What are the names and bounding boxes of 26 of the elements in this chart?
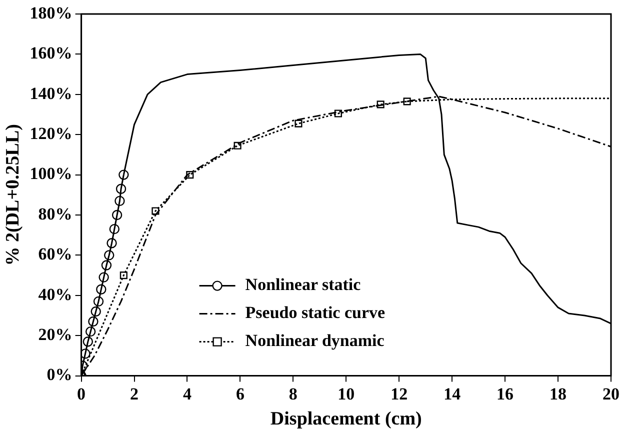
y-tick-label: 80% bbox=[38, 204, 72, 224]
x-tick-label: 18 bbox=[550, 384, 567, 404]
y-axis-title: % 2(DL+0.25LL) bbox=[2, 124, 24, 266]
y-tick-label: 140% bbox=[30, 84, 72, 103]
y-tick-label: 160% bbox=[30, 44, 72, 63]
y-tick-label: 0% bbox=[46, 365, 72, 384]
x-tick-label: 0 bbox=[77, 384, 86, 404]
legend-label: Nonlinear static bbox=[245, 275, 362, 294]
x-tick-label: 2 bbox=[130, 384, 139, 404]
x-tick-label: 4 bbox=[182, 384, 192, 404]
x-axis-title: Displacement (cm) bbox=[270, 408, 422, 430]
y-tick-label: 100% bbox=[30, 164, 72, 184]
x-tick-label: 12 bbox=[390, 384, 408, 404]
x-tick-label: 10 bbox=[338, 384, 355, 404]
y-tick-label: 40% bbox=[38, 284, 72, 304]
x-tick-label: 6 bbox=[236, 384, 244, 404]
x-tick-label: 14 bbox=[444, 384, 462, 404]
x-tick-label: 20 bbox=[602, 384, 620, 404]
legend-label: Pseudo static curve bbox=[245, 303, 386, 322]
y-tick-label: 120% bbox=[30, 124, 72, 143]
x-tick-label: 8 bbox=[288, 384, 298, 404]
legend-label: Nonlinear dynamic bbox=[245, 331, 385, 350]
y-tick-label: 20% bbox=[38, 324, 72, 344]
y-tick-label: 60% bbox=[38, 244, 72, 264]
y-tick-label: 180% bbox=[30, 3, 72, 22]
x-tick-label: 16 bbox=[496, 384, 514, 404]
